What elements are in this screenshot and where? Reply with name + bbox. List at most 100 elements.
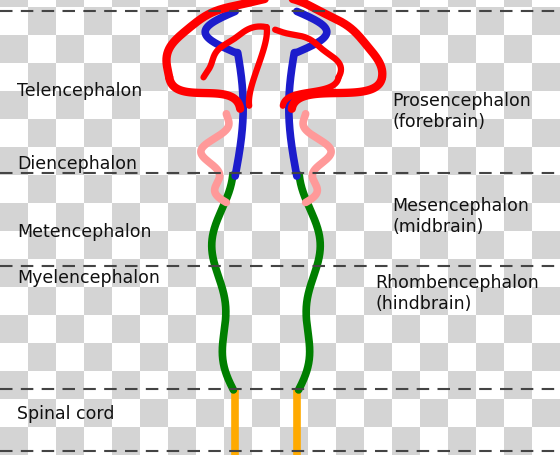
Bar xyxy=(392,259,420,287)
Bar xyxy=(168,0,196,7)
Bar xyxy=(56,63,84,91)
Bar xyxy=(336,371,364,399)
Bar xyxy=(336,203,364,231)
Bar xyxy=(140,287,168,315)
Bar xyxy=(392,63,420,91)
Bar xyxy=(84,35,112,63)
Bar xyxy=(224,287,252,315)
Bar xyxy=(224,371,252,399)
Bar xyxy=(84,203,112,231)
Bar xyxy=(56,287,84,315)
Bar xyxy=(476,287,504,315)
Bar xyxy=(84,119,112,147)
Bar xyxy=(252,119,280,147)
Bar xyxy=(56,91,84,119)
Bar xyxy=(532,203,560,231)
Bar xyxy=(168,287,196,315)
Bar xyxy=(476,259,504,287)
Bar xyxy=(392,427,420,455)
Bar xyxy=(476,0,504,7)
Bar xyxy=(532,119,560,147)
Bar xyxy=(280,231,308,259)
Bar xyxy=(280,259,308,287)
Bar xyxy=(56,259,84,287)
Bar xyxy=(28,371,56,399)
Bar xyxy=(448,287,476,315)
Bar xyxy=(196,147,224,175)
Bar xyxy=(532,35,560,63)
Bar xyxy=(308,7,336,35)
Bar xyxy=(476,147,504,175)
Text: Mesencephalon
(midbrain): Mesencephalon (midbrain) xyxy=(392,197,529,236)
Bar xyxy=(308,35,336,63)
Bar xyxy=(392,175,420,203)
Bar xyxy=(112,7,140,35)
Bar xyxy=(224,63,252,91)
Bar xyxy=(112,119,140,147)
Bar xyxy=(196,0,224,7)
Bar xyxy=(56,203,84,231)
Bar xyxy=(420,231,448,259)
Bar xyxy=(364,203,392,231)
Bar xyxy=(308,259,336,287)
Bar xyxy=(280,343,308,371)
Bar xyxy=(140,35,168,63)
Bar xyxy=(252,259,280,287)
Bar xyxy=(224,7,252,35)
Bar xyxy=(336,427,364,455)
Bar xyxy=(196,399,224,427)
Bar xyxy=(364,63,392,91)
Bar xyxy=(168,175,196,203)
Bar xyxy=(448,231,476,259)
Bar xyxy=(224,119,252,147)
Bar xyxy=(448,91,476,119)
Bar xyxy=(112,91,140,119)
Bar xyxy=(28,399,56,427)
Bar xyxy=(0,399,28,427)
Bar xyxy=(0,63,28,91)
Bar xyxy=(112,35,140,63)
Bar xyxy=(196,231,224,259)
Bar xyxy=(252,371,280,399)
Bar xyxy=(196,259,224,287)
Bar xyxy=(504,91,532,119)
Bar xyxy=(308,315,336,343)
Bar xyxy=(336,147,364,175)
Bar xyxy=(28,0,56,7)
Bar xyxy=(420,399,448,427)
Bar xyxy=(140,343,168,371)
Bar xyxy=(0,147,28,175)
Bar xyxy=(140,259,168,287)
Bar xyxy=(336,7,364,35)
Bar xyxy=(280,63,308,91)
Bar xyxy=(448,175,476,203)
Text: Telencephalon: Telencephalon xyxy=(17,82,142,100)
Bar xyxy=(0,35,28,63)
Bar xyxy=(504,231,532,259)
Bar xyxy=(532,0,560,7)
Bar xyxy=(224,0,252,7)
Bar xyxy=(140,203,168,231)
Bar xyxy=(0,315,28,343)
Bar xyxy=(420,259,448,287)
Bar xyxy=(364,91,392,119)
Bar xyxy=(224,91,252,119)
Bar xyxy=(224,399,252,427)
Bar xyxy=(420,203,448,231)
Bar xyxy=(28,203,56,231)
Bar xyxy=(280,203,308,231)
Bar xyxy=(308,399,336,427)
Bar xyxy=(252,147,280,175)
Text: Spinal cord: Spinal cord xyxy=(17,405,114,423)
Bar xyxy=(168,91,196,119)
Bar xyxy=(0,427,28,455)
Bar xyxy=(140,315,168,343)
Bar xyxy=(392,0,420,7)
Bar xyxy=(308,287,336,315)
Bar xyxy=(56,119,84,147)
Bar xyxy=(420,119,448,147)
Bar xyxy=(84,259,112,287)
Bar xyxy=(392,399,420,427)
Bar xyxy=(476,315,504,343)
Bar xyxy=(280,119,308,147)
